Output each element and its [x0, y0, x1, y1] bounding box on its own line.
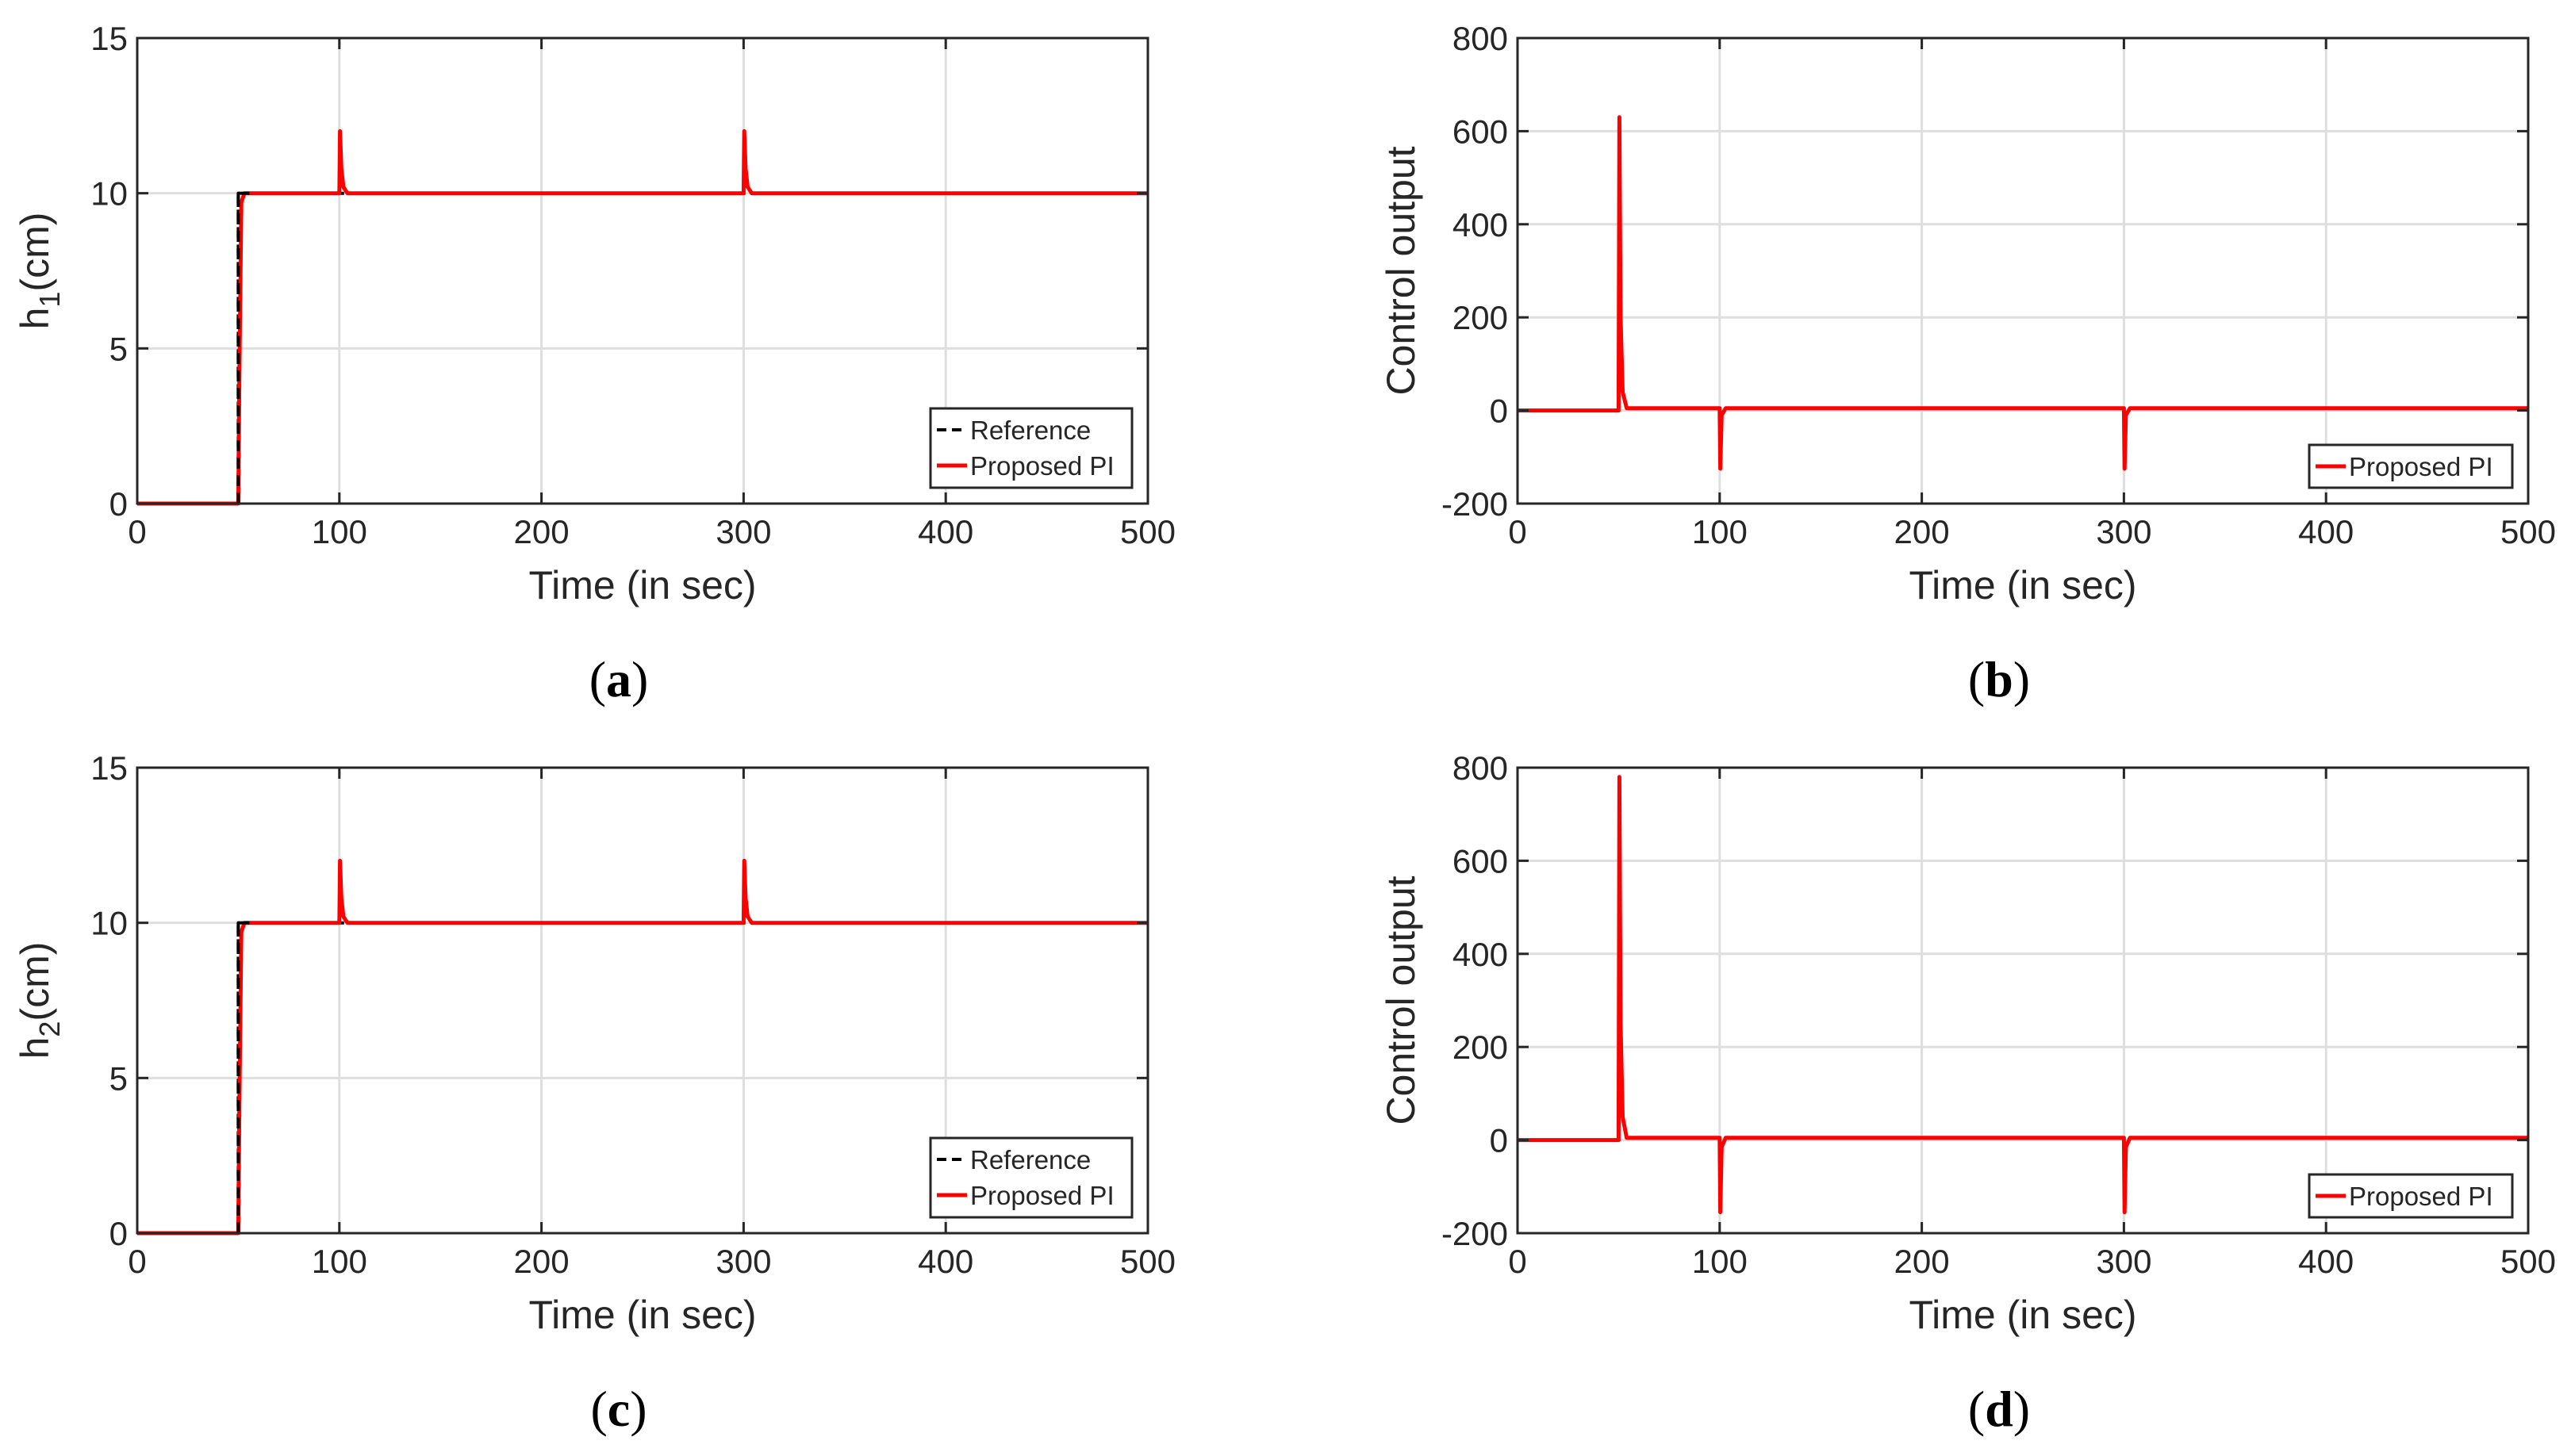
y-tick-label: 0 [109, 485, 128, 523]
x-tick-label: 400 [918, 513, 973, 550]
legend-entry: Proposed PI [970, 1181, 1115, 1210]
legend-entry: Proposed PI [970, 451, 1115, 481]
y-tick-label: 600 [1452, 842, 1508, 879]
y-tick-label: 15 [90, 20, 128, 57]
y-tick-label: 200 [1452, 1029, 1508, 1066]
x-tick-label: 500 [1120, 1243, 1176, 1280]
y-tick-label: -200 [1441, 1215, 1508, 1252]
y-axis-label: h2(cm) [13, 942, 66, 1059]
legend-box [929, 1136, 1134, 1219]
x-tick-label: 0 [1508, 1243, 1526, 1280]
legend-box [929, 407, 1134, 489]
x-tick-label: 100 [312, 513, 367, 550]
x-tick-label: 0 [1508, 513, 1526, 550]
panel-label: (b) [1968, 651, 2030, 707]
y-tick-label: 800 [1452, 20, 1508, 57]
plot-area [1518, 768, 2528, 1233]
y-tick-label: 5 [109, 330, 128, 367]
legend-entry: Proposed PI [2349, 452, 2493, 481]
x-tick-label: 500 [2500, 1243, 2556, 1280]
y-tick-label: 15 [90, 749, 128, 787]
legend-entry: Reference [970, 1145, 1091, 1174]
y-tick-label: 400 [1452, 936, 1508, 973]
panel-label: (d) [1968, 1381, 2030, 1437]
legend: Reference Proposed PI [929, 1136, 1134, 1219]
legend-entry: Reference [970, 416, 1091, 445]
x-axis-label: Time (in sec) [1909, 563, 2136, 607]
x-tick-label: 300 [716, 1243, 771, 1280]
y-tick-label: 0 [1490, 1122, 1508, 1159]
x-axis-label: Time (in sec) [528, 1293, 756, 1337]
y-tick-label: 200 [1452, 299, 1508, 336]
y-tick-label: 400 [1452, 206, 1508, 243]
x-tick-label: 0 [128, 1243, 146, 1280]
y-tick-label: 5 [109, 1059, 128, 1097]
y-tick-label: 10 [90, 175, 128, 213]
series-line-proposed-pi [137, 128, 1148, 506]
series-line-proposed-pi [1518, 775, 2528, 1215]
y-tick-label: -200 [1441, 485, 1508, 523]
axes-box [136, 36, 1149, 505]
plot-area [1518, 38, 2528, 504]
x-tick-label: 200 [1894, 1243, 1950, 1280]
chart-panel-c: 0 100 200 300 400 500 0 5 10 15 Time (in sec) h2(cm… [13, 749, 1176, 1437]
x-tick-label: 500 [1120, 513, 1176, 550]
x-axis-label: Time (in sec) [1909, 1293, 2136, 1337]
x-tick-label: 200 [514, 1243, 570, 1280]
series-line-proposed-pi [1518, 115, 2528, 471]
axes-box [136, 766, 1149, 1235]
y-axis-label: Control output [1379, 146, 1423, 395]
x-tick-label: 200 [514, 513, 570, 550]
series-line-proposed-pi [137, 858, 1148, 1236]
chart-panel-a: 0 100 200 300 400 500 0 5 10 15 Time (in sec) h1(cm… [13, 20, 1176, 707]
x-tick-label: 400 [2298, 513, 2354, 550]
y-axis-label: Control output [1379, 876, 1423, 1125]
x-tick-label: 200 [1894, 513, 1950, 550]
legend: Reference Proposed PI [929, 407, 1134, 489]
y-tick-label: 800 [1452, 749, 1508, 787]
x-tick-label: 400 [2298, 1243, 2354, 1280]
x-tick-label: 100 [1692, 513, 1748, 550]
x-tick-label: 100 [312, 1243, 367, 1280]
x-tick-label: 0 [128, 513, 146, 550]
x-axis-label: Time (in sec) [528, 563, 756, 607]
axes-box [1516, 766, 2530, 1235]
x-tick-label: 300 [716, 513, 771, 550]
panel-label: (c) [590, 1381, 647, 1437]
panel-label: (a) [589, 651, 649, 707]
y-tick-label: 10 [90, 905, 128, 942]
y-tick-label: 0 [109, 1215, 128, 1252]
x-tick-label: 500 [2500, 513, 2556, 550]
x-tick-label: 100 [1692, 1243, 1748, 1280]
y-tick-label: 600 [1452, 113, 1508, 150]
legend-entry: Proposed PI [2349, 1182, 2493, 1211]
legend: Proposed PI [2308, 443, 2514, 489]
y-axis-label: h1(cm) [13, 213, 66, 330]
y-tick-label: 0 [1490, 393, 1508, 430]
x-tick-label: 300 [2096, 1243, 2151, 1280]
x-tick-label: 400 [918, 1243, 973, 1280]
axes-box [1516, 36, 2530, 505]
x-tick-label: 300 [2096, 513, 2151, 550]
legend: Proposed PI [2308, 1173, 2514, 1219]
